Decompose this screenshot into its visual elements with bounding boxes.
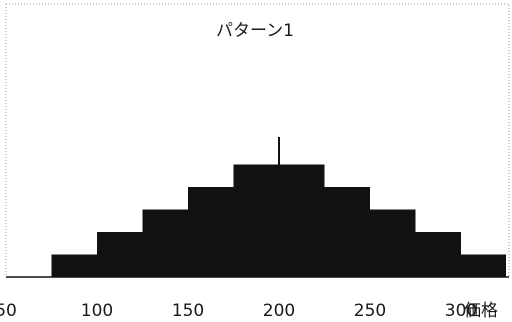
x-tick-label-300: 300 [445,301,477,321]
x-tick-label-50: 50 [0,301,17,321]
x-tick-label-100: 100 [81,301,113,321]
x-tick-labels: 50 100 150 200 250 300 [0,301,477,321]
bars [51,164,506,277]
bar-4 [188,187,234,277]
x-tick-label-150: 150 [172,301,204,321]
x-axis-unit-label: 価格 [464,301,498,321]
x-tick-label-250: 250 [354,301,386,321]
x-tick-label-200: 200 [263,301,295,321]
bar-10 [461,254,506,277]
bar-8 [370,209,416,277]
bar-5 [233,164,279,277]
bar-7 [324,187,370,277]
chart-title: パターン1 [216,21,294,41]
bar-9 [415,232,461,277]
bar-6 [279,164,325,277]
bar-3 [142,209,188,277]
bar-2 [97,232,143,277]
bar-1 [51,254,97,277]
